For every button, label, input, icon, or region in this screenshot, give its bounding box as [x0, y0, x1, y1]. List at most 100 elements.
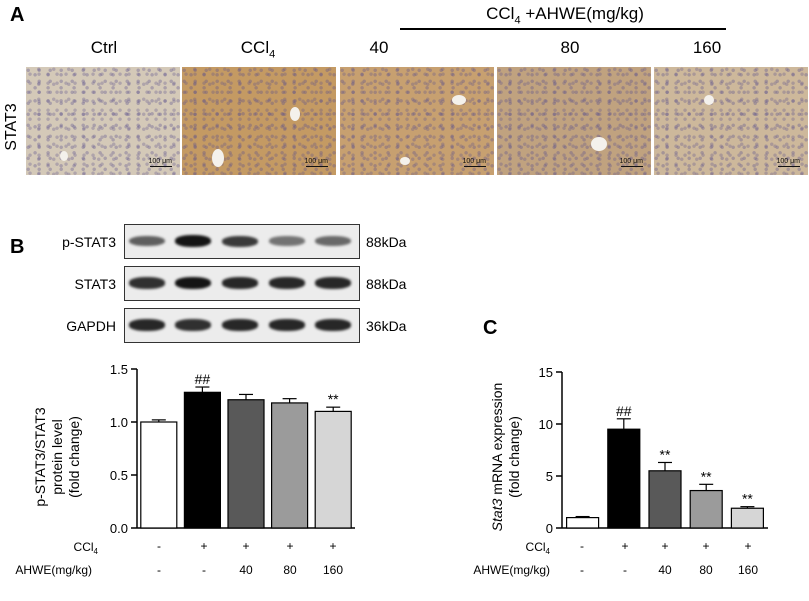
chart-b-ahwe-values: - - 40 80 160 — [157, 563, 343, 577]
chart-b-ccl4-value: + — [329, 539, 336, 553]
chart-b-ccl4-value: + — [200, 539, 207, 553]
group-label-rest: +AHWE(mg/kg) — [520, 4, 644, 23]
chart-c-ccl4-values: - + + + + — [580, 539, 752, 553]
micrograph-40: 100 μm — [340, 67, 494, 175]
chart-c-ylabel-line-1: Stat3 mRNA expression — [489, 383, 505, 532]
chart-b-bar — [183, 391, 221, 529]
chart-b-y-tick-label: 1.0 — [110, 415, 128, 430]
chart-c-ahwe-label: AHWE(mg/kg) — [473, 563, 550, 577]
blot-band — [315, 277, 351, 289]
chart-c-ahwe-values: - - 40 80 160 — [580, 563, 758, 577]
blot-label-stat3: STAT3 — [74, 276, 117, 292]
chart-c-ylabel-line-2: (fold change) — [506, 416, 522, 498]
chart-b-ccl4-value: + — [242, 539, 249, 553]
chart-c-ccl4-value: + — [661, 539, 668, 553]
chart-c-ahwe-value: - — [623, 563, 627, 577]
chart-b-ylabel-line-1: p-STAT3/STAT3 — [32, 407, 48, 507]
chart-c-y-tick-label: 0 — [546, 521, 553, 536]
micrograph-ctrl: 100 μm — [26, 67, 180, 175]
column-label-80: 80 — [560, 38, 580, 57]
panel-letter-b: B — [10, 236, 25, 258]
chart-c-bar — [648, 470, 682, 529]
chart-b-bar — [271, 402, 309, 529]
chart-b-ahwe-value: 160 — [323, 563, 343, 577]
chart-c-ccl4-value: + — [702, 539, 709, 553]
kda-label-gapdh: 36kDa — [366, 318, 407, 334]
chart-b-ahwe-value: - — [157, 563, 161, 577]
blot-label-gapdh: GAPDH — [66, 318, 116, 334]
chart-b-ahwe-value: 80 — [283, 563, 297, 577]
chart-b-ccl4-values: - + + + + — [157, 539, 337, 553]
chart-c-y-tick-label: 15 — [539, 365, 553, 380]
blot-p-stat3 — [124, 224, 360, 259]
chart-c-significance-label: ** — [660, 446, 671, 462]
micrograph-ccl4: 100 μm — [182, 67, 336, 175]
chart-b-y-tick-label: 0.5 — [110, 468, 128, 483]
chart-c-significance-label: ** — [701, 468, 712, 484]
chart-b-ccl4-value: + — [286, 539, 293, 553]
blot-band — [269, 319, 305, 331]
chart-c-ahwe-value: 80 — [699, 563, 713, 577]
chart-b-bar — [314, 410, 352, 529]
blot-band — [269, 236, 305, 246]
chart-b-ahwe-value: 40 — [239, 563, 253, 577]
chart-b-ahwe-label: AHWE(mg/kg) — [15, 563, 92, 577]
row-label-stat3: STAT3 — [3, 103, 20, 151]
chart-c: 0 5 10 15 ## ** ** ** Stat3 mRNA expression (fo… — [473, 365, 768, 577]
column-label-ccl4: CCl4 — [240, 38, 276, 61]
chart-c-bar — [730, 507, 764, 529]
chart-c-bar — [607, 428, 641, 529]
chart-c-bar — [566, 517, 600, 529]
micrograph-80: 100 μm — [497, 67, 651, 175]
blot-band — [315, 236, 351, 246]
column-label-160: 160 — [692, 38, 722, 57]
panel-letter-c: C — [483, 317, 498, 339]
blot-band — [269, 277, 305, 289]
blot-band — [222, 319, 258, 331]
blot-band — [129, 235, 165, 247]
blot-stat3 — [124, 266, 360, 301]
blot-band — [222, 277, 258, 289]
chart-b-y-tick-label: 0.0 — [110, 521, 128, 536]
chart-c-ccl4-value: + — [621, 539, 628, 553]
chart-b-ylabel-line-3: (fold change) — [66, 416, 82, 498]
chart-c-ccl4-value: - — [580, 539, 584, 553]
group-label-sub: 4 — [514, 14, 521, 27]
chart-c-ccl4-value: + — [744, 539, 751, 553]
blot-band — [129, 277, 165, 289]
chart-b-ylabel-line-2: protein level — [49, 419, 65, 495]
group-bracket-line — [400, 28, 726, 30]
chart-c-bar — [689, 489, 723, 529]
group-label-main: CCl — [486, 4, 515, 23]
group-label: CCl4 +AHWE(mg/kg) — [400, 4, 730, 26]
chart-b-y-tick-label: 1.5 — [110, 362, 128, 377]
chart-b-significance-label: ** — [328, 391, 339, 407]
chart-b-bar — [227, 399, 265, 529]
chart-c-significance-label: ** — [742, 491, 753, 507]
blot-gapdh — [124, 308, 360, 343]
chart-b-bar — [140, 421, 178, 529]
blot-label-p-stat3: p-STAT3 — [62, 234, 116, 250]
blot-band — [175, 277, 211, 289]
chart-c-ccl4-label: CCl4 — [526, 540, 551, 556]
chart-c-y-tick-label: 10 — [539, 417, 553, 432]
blot-band — [175, 319, 211, 331]
chart-c-ahwe-value: 160 — [738, 563, 758, 577]
chart-c-significance-label: ## — [616, 403, 632, 419]
micrograph-160: 100 μm — [654, 67, 808, 175]
chart-c-y-tick-label: 5 — [546, 469, 553, 484]
blot-band — [222, 235, 258, 247]
chart-b-ccl4-label: CCl4 — [74, 540, 99, 556]
blot-band — [315, 319, 351, 331]
chart-c-ahwe-value: - — [580, 563, 584, 577]
blot-band — [175, 235, 211, 247]
chart-b-ccl4-value: - — [157, 539, 161, 553]
kda-label-stat3: 88kDa — [366, 276, 407, 292]
blot-band — [129, 319, 165, 331]
kda-label-p-stat3: 88kDa — [366, 234, 407, 250]
chart-b-significance-label: ## — [195, 371, 211, 387]
column-label-ctrl: Ctrl — [90, 38, 118, 57]
chart-b: 0.0 0.5 1.0 1.5 ## ** p-STAT3/STAT3 protein l… — [15, 362, 355, 577]
chart-c-ahwe-value: 40 — [658, 563, 672, 577]
panel-letter-a: A — [10, 4, 25, 26]
